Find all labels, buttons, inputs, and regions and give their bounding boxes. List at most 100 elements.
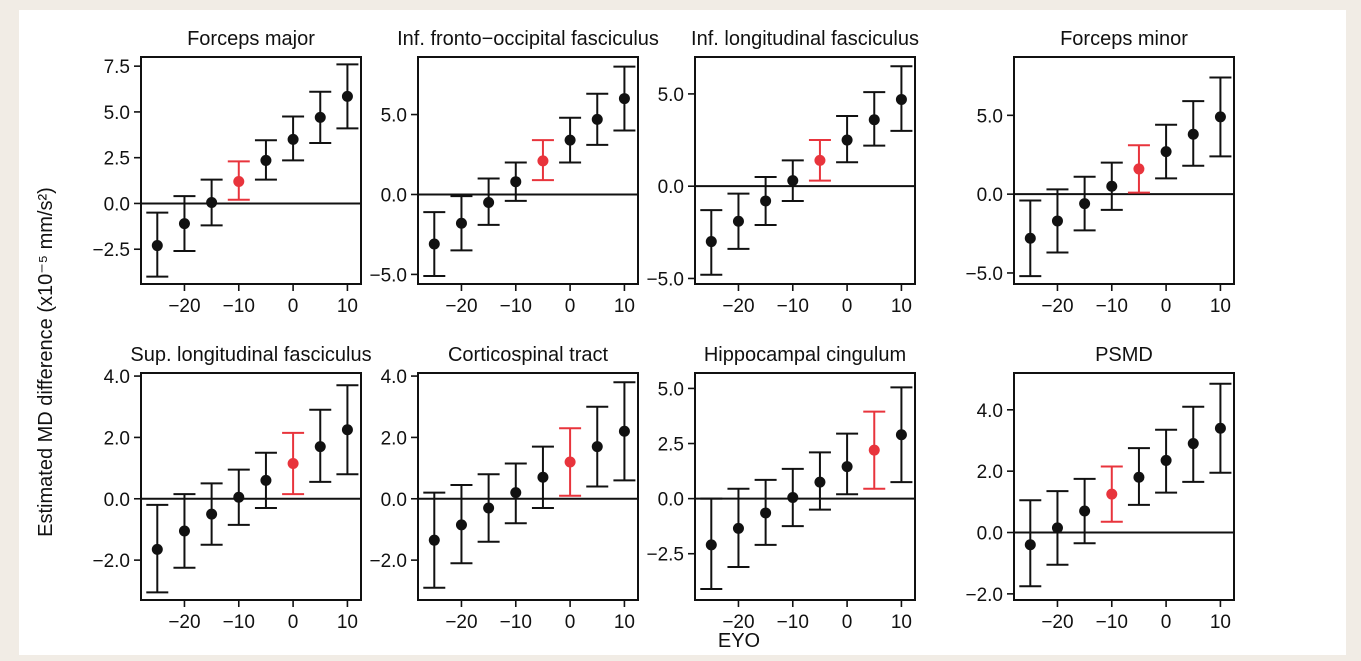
- data-point: [151, 543, 163, 555]
- y-tick-label: 5.0: [658, 85, 684, 106]
- x-tick-label: −10: [500, 296, 532, 317]
- data-point: [895, 429, 907, 441]
- data-point: [1214, 111, 1226, 123]
- x-tick-label: −10: [777, 296, 809, 317]
- data-point: [760, 195, 772, 207]
- x-tick-label: 10: [614, 612, 635, 633]
- x-tick-label: 0: [842, 296, 853, 317]
- panel-5: Sup. longitudinal fasciculus −2.0 0.0 2.0 4.…: [92, 344, 371, 633]
- panel-title: Sup. longitudinal fasciculus: [130, 344, 371, 366]
- x-tick-label: 0: [565, 612, 576, 633]
- y-tick-label: −5.0: [646, 269, 684, 290]
- panel-6: Corticospinal tract −2.0 0.0 2.0 4.0 −20 −10 0 1…: [369, 344, 639, 633]
- data-point: [732, 215, 744, 227]
- y-tick-label: −5.0: [965, 264, 1003, 285]
- x-axis-label: EYO: [718, 630, 760, 652]
- x-tick-label: −20: [1041, 296, 1073, 317]
- data-point: [814, 476, 826, 488]
- x-tick-label: 10: [891, 612, 912, 633]
- data-point: [314, 111, 326, 123]
- x-tick-label: 10: [337, 612, 358, 633]
- data-point: [287, 133, 299, 145]
- panel-title: Forceps major: [187, 28, 315, 50]
- x-tick-label: 10: [1210, 612, 1231, 633]
- data-point: [1024, 539, 1036, 551]
- y-tick-label: −2.0: [965, 585, 1003, 606]
- data-point: [341, 90, 353, 102]
- y-tick-label: 0.0: [104, 194, 130, 215]
- data-point: [233, 175, 245, 187]
- y-tick-label: −2.0: [369, 551, 407, 572]
- data-point: [1160, 454, 1172, 466]
- data-point: [537, 155, 549, 167]
- plot-frame: [417, 372, 639, 601]
- panel-title: Corticospinal tract: [448, 344, 609, 366]
- y-tick-label: 0.0: [658, 490, 684, 511]
- data-point: [760, 507, 772, 519]
- x-tick-label: −20: [722, 296, 754, 317]
- y-tick-label: −2.0: [92, 551, 130, 572]
- data-point: [787, 492, 799, 504]
- x-tick-label: −20: [168, 612, 200, 633]
- y-tick-label: 5.0: [381, 106, 407, 127]
- panel-title: Inf. fronto−occipital fasciculus: [397, 28, 659, 50]
- data-point: [287, 457, 299, 469]
- y-tick-label: 0.0: [658, 177, 684, 198]
- x-tick-label: −20: [1041, 612, 1073, 633]
- data-point: [1187, 438, 1199, 450]
- chart-canvas: Estimated MD difference (x10⁻⁵ mm/s²) EY…: [35, 28, 1235, 652]
- x-tick-label: −10: [223, 296, 255, 317]
- panel-title: Hippocampal cingulum: [704, 344, 906, 366]
- panel-title: Forceps minor: [1060, 28, 1188, 50]
- x-tick-label: −20: [168, 296, 200, 317]
- y-tick-label: 2.0: [381, 428, 407, 449]
- x-tick-label: 0: [1161, 296, 1172, 317]
- data-point: [591, 113, 603, 125]
- data-point: [1133, 163, 1145, 175]
- x-tick-label: 0: [1161, 612, 1172, 633]
- plot-frame: [140, 372, 362, 601]
- plot-frame: [1013, 372, 1235, 601]
- y-tick-label: 0.0: [104, 490, 130, 511]
- x-tick-label: −10: [1096, 612, 1128, 633]
- data-point: [178, 525, 190, 537]
- x-tick-label: −10: [1096, 296, 1128, 317]
- data-point: [1133, 471, 1145, 483]
- x-tick-label: −20: [445, 296, 477, 317]
- y-tick-label: 4.0: [104, 367, 130, 388]
- panels: Forceps major−2.50.02.55.07.5−20 −10 0 10In…: [92, 28, 1235, 633]
- y-axis-label: Estimated MD difference (x10⁻⁵ mm/s²): [35, 187, 57, 537]
- y-tick-label: 2.5: [104, 149, 130, 170]
- y-tick-label: 5.0: [658, 379, 684, 400]
- y-tick-label: 5.0: [977, 106, 1003, 127]
- data-point: [341, 424, 353, 436]
- y-tick-label: −2.5: [646, 545, 684, 566]
- data-point: [178, 218, 190, 230]
- data-point: [206, 197, 218, 209]
- plot-frame: [1013, 56, 1235, 285]
- y-tick-label: 0.0: [381, 185, 407, 206]
- data-point: [510, 487, 522, 499]
- data-point: [1106, 180, 1118, 192]
- data-point: [151, 240, 163, 252]
- y-tick-label: 4.0: [381, 367, 407, 388]
- y-tick-label: 2.0: [104, 428, 130, 449]
- panel-title: PSMD: [1095, 344, 1153, 366]
- data-point: [868, 114, 880, 126]
- data-point: [1051, 215, 1063, 227]
- x-tick-label: 10: [1210, 296, 1231, 317]
- data-point: [618, 425, 630, 437]
- y-tick-label: 0.0: [977, 185, 1003, 206]
- x-tick-label: −20: [445, 612, 477, 633]
- data-point: [841, 134, 853, 146]
- y-tick-label: −2.5: [92, 240, 130, 261]
- y-tick-label: 2.0: [977, 462, 1003, 483]
- data-point: [841, 461, 853, 473]
- data-point: [895, 93, 907, 105]
- data-point: [868, 444, 880, 456]
- plot-frame: [140, 56, 362, 285]
- data-point: [591, 441, 603, 453]
- panel-title: Inf. longitudinal fasciculus: [691, 28, 919, 50]
- data-point: [1106, 488, 1118, 500]
- data-point: [814, 154, 826, 166]
